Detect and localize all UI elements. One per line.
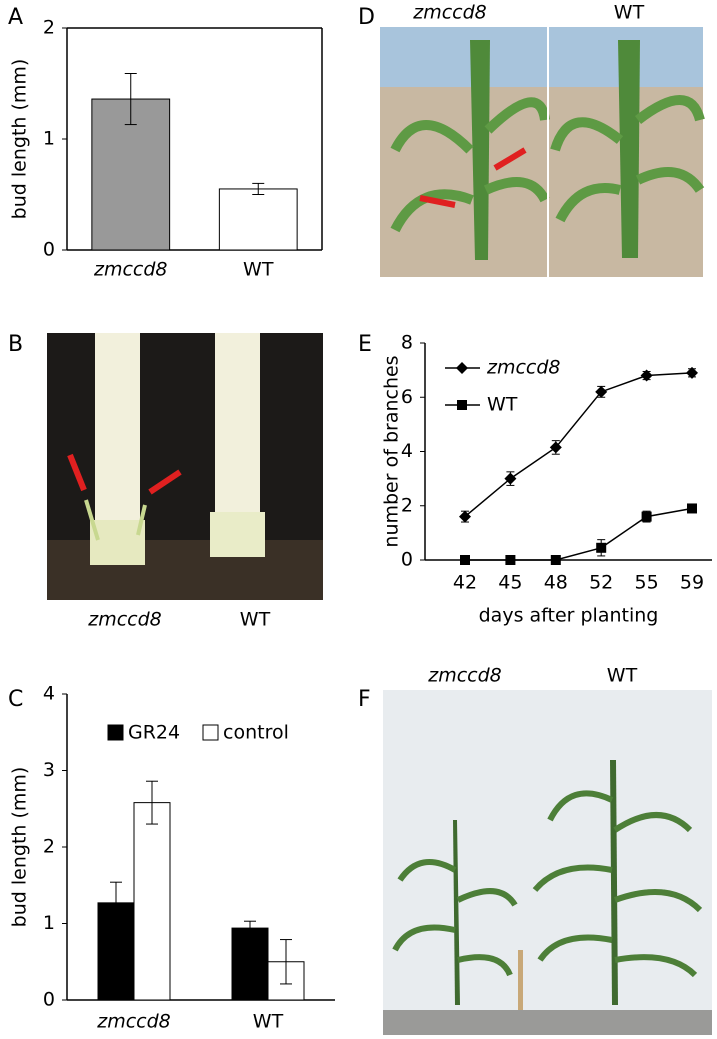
photo-d xyxy=(380,27,705,277)
photo-caption: WT xyxy=(614,2,645,24)
y-tick-label: 4 xyxy=(43,683,55,705)
panel-letter: C xyxy=(8,687,23,712)
x-tick-label: zmccd8 xyxy=(93,259,168,281)
marker xyxy=(460,555,470,565)
bar xyxy=(218,188,298,251)
marker xyxy=(640,369,653,382)
y-tick-label: 2 xyxy=(43,836,55,858)
photo-caption: WT xyxy=(240,609,271,631)
x-tick-label: zmccd8 xyxy=(96,1011,171,1033)
x-tick-label: 48 xyxy=(544,572,568,594)
marker xyxy=(459,510,471,523)
y-axis-label: number of branches xyxy=(381,355,403,547)
legend-label: WT xyxy=(487,394,518,416)
panel-letter: E xyxy=(358,332,372,357)
bar xyxy=(133,802,171,1001)
panel-letter: F xyxy=(358,687,371,712)
legend-swatch xyxy=(202,724,219,741)
marker xyxy=(641,511,652,522)
marker xyxy=(596,542,607,553)
line xyxy=(465,507,693,561)
y-axis-label: bud length (mm) xyxy=(9,59,31,220)
legend-marker xyxy=(457,400,467,410)
x-axis-label: days after planting xyxy=(479,605,659,627)
y-axis-label: bud length (mm) xyxy=(9,767,31,928)
legend-swatch xyxy=(107,724,124,741)
x-tick-label: 42 xyxy=(453,572,477,594)
marker xyxy=(504,472,517,485)
y-tick-label: 0 xyxy=(401,549,413,571)
legend-label: control xyxy=(223,722,289,744)
x-tick-label: 45 xyxy=(498,572,522,594)
y-tick-label: 4 xyxy=(401,440,413,462)
y-tick-label: 2 xyxy=(43,17,55,39)
y-tick-label: 6 xyxy=(401,386,413,408)
photo-caption: zmccd8 xyxy=(87,609,162,631)
y-tick-label: 3 xyxy=(43,759,55,781)
y-tick-label: 0 xyxy=(43,989,55,1011)
y-tick-label: 0 xyxy=(43,239,55,261)
y-tick-label: 1 xyxy=(43,912,55,934)
line xyxy=(464,372,693,518)
bar xyxy=(231,927,269,1001)
panel-letter: A xyxy=(8,5,23,30)
x-tick-label: 52 xyxy=(589,572,613,594)
legend-label: zmccd8 xyxy=(486,357,561,379)
marker xyxy=(505,555,516,565)
marker xyxy=(687,503,697,514)
x-tick-label: WT xyxy=(243,259,274,281)
marker xyxy=(686,366,698,379)
x-tick-label: 55 xyxy=(635,572,659,594)
photo-b xyxy=(47,333,323,600)
photo-caption: zmccd8 xyxy=(412,2,487,24)
photo-f xyxy=(383,690,712,1035)
panel-letter: B xyxy=(8,332,23,357)
y-tick-label: 1 xyxy=(43,128,55,150)
x-tick-label: WT xyxy=(253,1011,284,1033)
x-tick-label: 59 xyxy=(680,572,704,594)
marker xyxy=(595,385,608,398)
panel-letter: D xyxy=(358,5,375,30)
photo-caption: WT xyxy=(607,665,638,687)
y-tick-label: 2 xyxy=(401,494,413,516)
legend-marker xyxy=(456,362,468,374)
y-tick-label: 8 xyxy=(401,332,413,354)
photo-caption: zmccd8 xyxy=(427,665,502,687)
marker xyxy=(550,555,561,565)
marker xyxy=(549,441,562,454)
legend-label: GR24 xyxy=(128,722,180,744)
